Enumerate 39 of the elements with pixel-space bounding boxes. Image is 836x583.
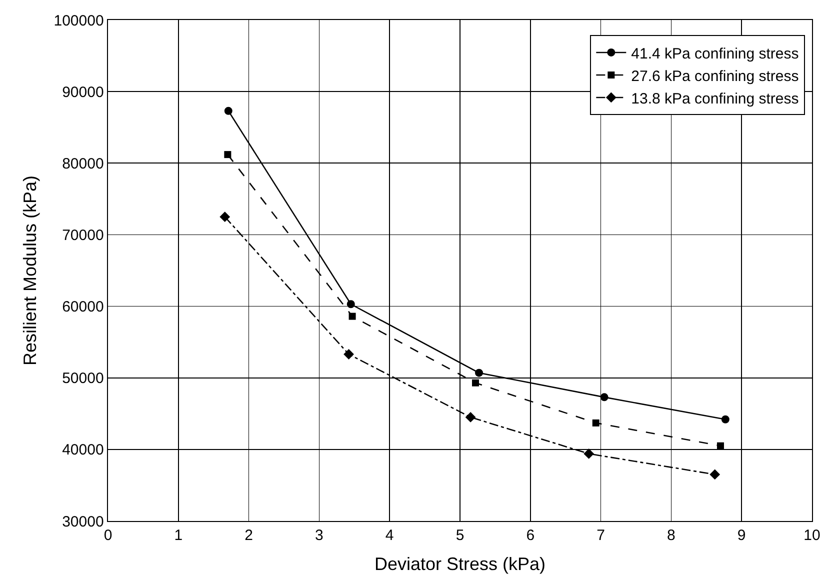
point xyxy=(224,106,232,115)
point xyxy=(721,415,730,424)
point xyxy=(224,151,232,158)
y-tick-label: 90000 xyxy=(62,84,104,101)
legend-label: 27.6 kPa confining stress xyxy=(631,68,799,85)
x-tick-label: 8 xyxy=(667,527,676,544)
point xyxy=(346,300,355,308)
point xyxy=(348,312,356,320)
x-tick-label: 0 xyxy=(104,527,112,544)
y-tick-label: 30000 xyxy=(62,513,104,530)
y-tick-label: 50000 xyxy=(62,370,104,388)
point xyxy=(710,469,720,480)
y-axis-title: Resilient Modulus (kPa) xyxy=(20,175,40,366)
y-tick-label: 60000 xyxy=(62,298,104,316)
y-tick-label: 70000 xyxy=(62,226,104,244)
x-tick-label: 1 xyxy=(174,527,183,544)
x-tick-label: 9 xyxy=(737,527,746,544)
x-tick-label: 6 xyxy=(526,527,535,544)
y-tick-label: 100000 xyxy=(54,12,104,30)
y-tick-label: 80000 xyxy=(62,155,104,172)
point xyxy=(220,212,230,222)
point xyxy=(465,412,476,422)
point xyxy=(475,368,484,377)
point xyxy=(592,419,600,426)
x-tick-label: 7 xyxy=(596,527,605,544)
point xyxy=(584,448,594,459)
x-tick-label: 2 xyxy=(244,527,253,544)
x-tick-label: 10 xyxy=(804,527,820,544)
x-tick-label: 5 xyxy=(456,527,464,544)
x-tick-label: 4 xyxy=(385,527,394,544)
x-axis-title: Deviator Stress (kPa) xyxy=(374,554,546,574)
legend-label: 13.8 kPa confining stress xyxy=(631,90,799,108)
x-tick-label: 3 xyxy=(315,527,324,544)
point xyxy=(600,393,608,402)
point xyxy=(472,379,479,386)
point xyxy=(716,442,724,450)
y-tick-label: 40000 xyxy=(62,442,104,459)
point xyxy=(344,349,354,360)
legend-label: 41.4 kPa confining stress xyxy=(631,45,799,62)
